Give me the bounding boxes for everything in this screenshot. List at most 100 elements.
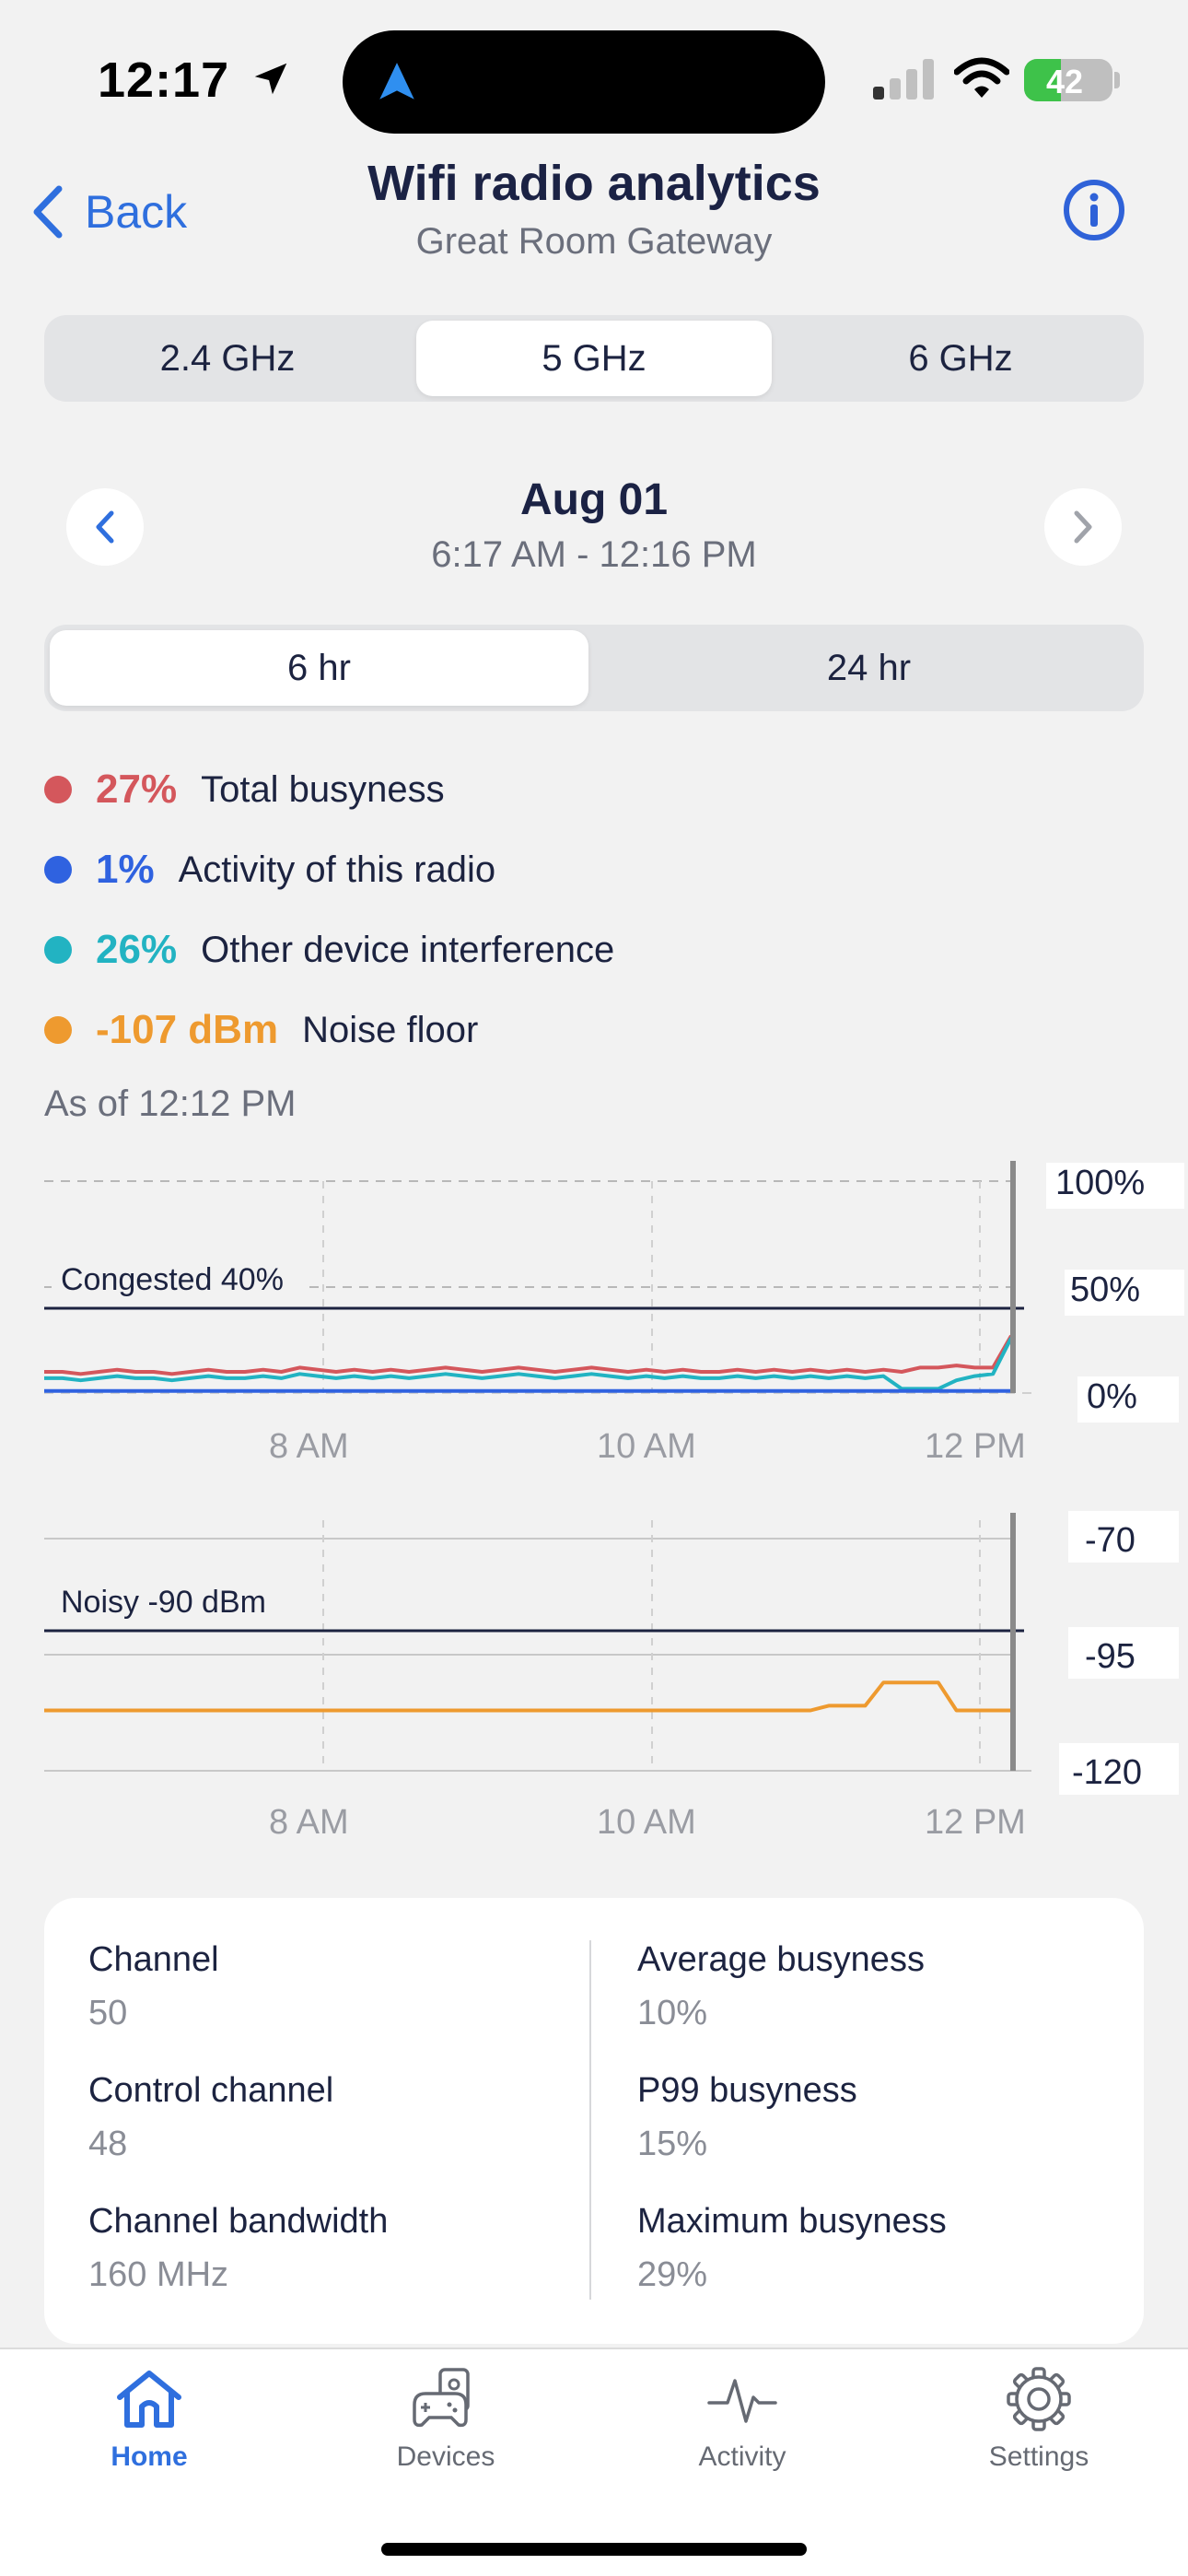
series-line: [44, 1337, 1013, 1391]
legend-total-busyness: 27% Total busyness: [44, 757, 445, 822]
band-selector: 2.4 GHz 5 GHz 6 GHz: [44, 315, 1144, 402]
legend-dot: [44, 776, 72, 803]
legend-label: Other device interference: [201, 929, 615, 970]
wifi-icon: [954, 57, 1009, 98]
stat-value-channel: 50: [88, 1994, 128, 2032]
tab-activity[interactable]: Activity: [632, 2366, 853, 2473]
page-title: Wifi radio analytics: [367, 156, 821, 211]
activity-icon: [707, 2379, 777, 2423]
y-tick-label: -70: [1085, 1521, 1136, 1560]
gear-icon: [1007, 2367, 1071, 2431]
legend-value: 27%: [96, 767, 178, 812]
threshold-label-bg: [52, 1255, 309, 1299]
legend-label: Total busyness: [201, 768, 445, 810]
devices-icon: [413, 2368, 470, 2428]
stat-value-max-busyness: 29%: [637, 2255, 708, 2294]
y-tick-bg: [1068, 1511, 1179, 1563]
dynamic-island: [343, 30, 825, 134]
y-tick-bg: [1077, 1376, 1179, 1423]
y-tick-bg: [1059, 1743, 1179, 1795]
chevron-right-icon: [1074, 510, 1092, 544]
range-selector: 6 hr 24 hr: [44, 625, 1144, 711]
legend-value: 26%: [96, 927, 178, 972]
noise-floor-chart: Noisy -90 dBm -70 -95 -120 8 AM 10 AM 12…: [44, 1511, 1179, 1842]
y-tick-bg: [1046, 1163, 1184, 1209]
x-tick-label: 10 AM: [597, 1803, 696, 1842]
info-button[interactable]: [1063, 179, 1125, 241]
legend-dot: [44, 1016, 72, 1044]
as-of-timestamp: As of 12:12 PM: [44, 1083, 297, 1124]
legend-label: Noise floor: [302, 1009, 479, 1050]
y-tick-bg: [1068, 1627, 1179, 1679]
next-date-button[interactable]: [1044, 488, 1122, 566]
time-range-label: 6:17 AM - 12:16 PM: [431, 534, 757, 575]
back-label: Back: [85, 186, 188, 238]
x-tick-label: 8 AM: [269, 1427, 349, 1466]
busyness-chart: Congested 40% 100% 50% 0% 8 AM 10 AM 12 …: [44, 1161, 1184, 1466]
y-tick-bg: [1065, 1270, 1184, 1316]
tab-label: Settings: [988, 2441, 1089, 2472]
chevron-left-icon: [96, 510, 114, 544]
x-tick-label: 12 PM: [925, 1427, 1026, 1466]
home-icon: [117, 2371, 181, 2428]
tab-label: Home: [111, 2441, 188, 2472]
page-subtitle: Great Room Gateway: [415, 221, 773, 262]
legend-dot: [44, 936, 72, 964]
tab-bar: [0, 2348, 1188, 2576]
series-line: [44, 1334, 1013, 1376]
status-time: 12:17: [98, 52, 292, 109]
battery-nub: [1114, 72, 1120, 88]
previous-date-button[interactable]: [66, 488, 144, 566]
stat-label-bandwidth: Channel bandwidth: [88, 2202, 389, 2241]
stat-value-bandwidth: 160 MHz: [88, 2255, 229, 2294]
tab-5-ghz[interactable]: 5 GHz: [416, 321, 772, 396]
stat-label-control-channel: Control channel: [88, 2071, 334, 2110]
tab-24-hr[interactable]: 24 hr: [826, 647, 912, 688]
date-label: Aug 01: [519, 475, 669, 524]
tab-settings[interactable]: Settings: [928, 2366, 1149, 2473]
tab-2-4-ghz[interactable]: 2.4 GHz: [159, 337, 296, 379]
home-indicator: [381, 2543, 807, 2556]
tab-6-hr[interactable]: 6 hr: [50, 630, 588, 706]
channel-info-card: [44, 1898, 1144, 2344]
series-line: [44, 1680, 1011, 1713]
stat-label-p99-busyness: P99 busyness: [637, 2071, 857, 2110]
threshold-label-bg: [52, 1577, 293, 1622]
x-tick-label: 8 AM: [269, 1803, 349, 1842]
x-tick-label: 12 PM: [925, 1803, 1026, 1842]
y-tick-label: 0%: [1087, 1377, 1137, 1416]
legend-label: Activity of this radio: [178, 849, 496, 890]
y-tick-label: 50%: [1070, 1270, 1140, 1309]
tab-label: Devices: [396, 2441, 495, 2472]
stat-label-max-busyness: Maximum busyness: [637, 2202, 947, 2241]
battery-percent: 42: [1045, 63, 1084, 100]
tab-devices[interactable]: Devices: [335, 2366, 556, 2473]
legend-dot: [44, 856, 72, 884]
y-tick-label: -95: [1085, 1637, 1136, 1676]
x-tick-label: 10 AM: [597, 1427, 696, 1466]
legend-radio-activity: 1% Activity of this radio: [44, 837, 495, 902]
navigation-arrow-icon: [379, 63, 414, 100]
location-arrow-icon: [254, 63, 287, 95]
tab-label: Activity: [698, 2441, 786, 2472]
stat-label-channel: Channel: [88, 1940, 219, 1979]
battery-fill: [1024, 59, 1062, 101]
cellular-signal-icon: [873, 59, 934, 100]
legend-value: -107 dBm: [96, 1007, 279, 1052]
stat-value-p99-busyness: 15%: [637, 2125, 708, 2163]
legend-interference: 26% Other device interference: [44, 918, 614, 982]
y-tick-label: 100%: [1055, 1164, 1145, 1202]
legend-noise-floor: -107 dBm Noise floor: [44, 998, 478, 1062]
chevron-left-icon: [33, 185, 63, 239]
y-tick-label: -120: [1072, 1753, 1142, 1792]
threshold-label: Congested 40%: [61, 1262, 284, 1297]
threshold-label: Noisy -90 dBm: [61, 1585, 266, 1620]
legend-value: 1%: [96, 847, 155, 892]
tab-6-ghz[interactable]: 6 GHz: [908, 337, 1013, 379]
card-divider: [589, 1940, 591, 2300]
back-button[interactable]: Back: [31, 175, 187, 249]
tab-home[interactable]: Home: [39, 2366, 260, 2473]
stat-value-average-busyness: 10%: [637, 1994, 708, 2032]
stat-label-average-busyness: Average busyness: [637, 1940, 925, 1979]
battery-indicator: 42: [1024, 59, 1112, 101]
